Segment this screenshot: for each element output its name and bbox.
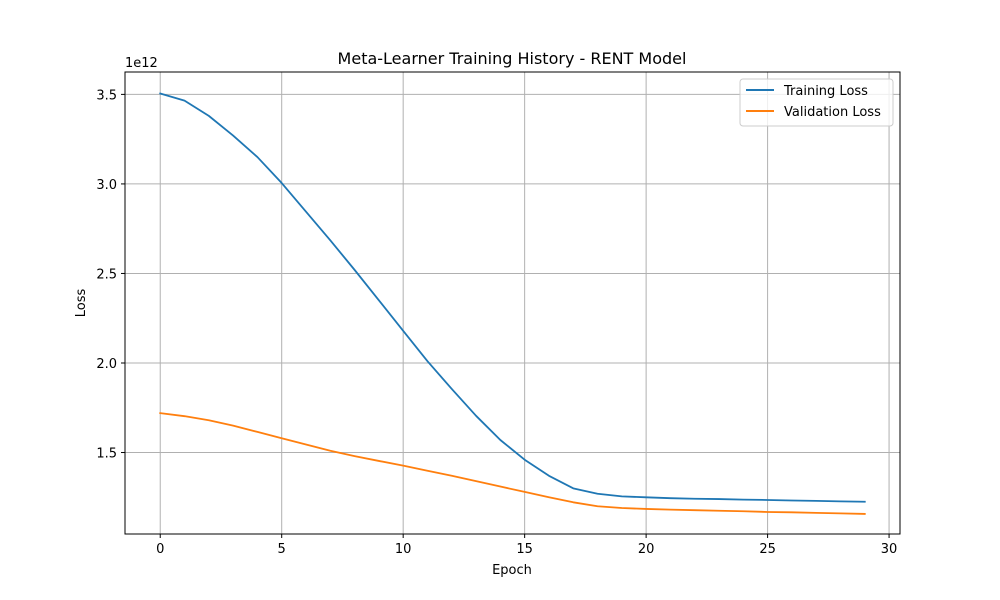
x-axis-ticks: 0 5 10 15 20 25 30 (156, 534, 897, 557)
y-tick-label: 2.5 (96, 267, 117, 282)
legend-box (739, 78, 894, 127)
series-lines (159, 92, 866, 515)
y-axis-title: Loss (74, 289, 89, 318)
x-tick-label: 20 (638, 542, 655, 557)
y-tick-label: 3.0 (96, 178, 117, 193)
x-tick-label: 15 (516, 542, 533, 557)
x-tick-label: 25 (759, 542, 776, 557)
y-axis-ticks: 1.5 2.0 2.5 3.0 3.5 (96, 88, 125, 462)
plot-frame (124, 71, 901, 535)
legend: Training Loss Validation Loss (739, 78, 894, 127)
legend-label-training-loss: Training Loss (783, 84, 868, 99)
x-tick-label: 10 (395, 542, 412, 557)
grid (125, 72, 900, 534)
x-tick-label: 0 (156, 542, 164, 557)
y-axis-offset-label: 1e12 (125, 56, 158, 71)
x-tick-label: 30 (881, 542, 898, 557)
y-tick-label: 3.5 (96, 88, 117, 103)
chart-title: Meta-Learner Training History - RENT Mod… (338, 49, 687, 68)
y-tick-label: 2.0 (96, 357, 117, 372)
series-line-training-loss (159, 92, 866, 503)
y-tick-label: 1.5 (96, 447, 117, 462)
x-axis-title: Epoch (492, 563, 532, 578)
series-line-validation-loss (159, 412, 866, 515)
legend-label-validation-loss: Validation Loss (784, 105, 881, 120)
x-tick-label: 5 (278, 542, 286, 557)
